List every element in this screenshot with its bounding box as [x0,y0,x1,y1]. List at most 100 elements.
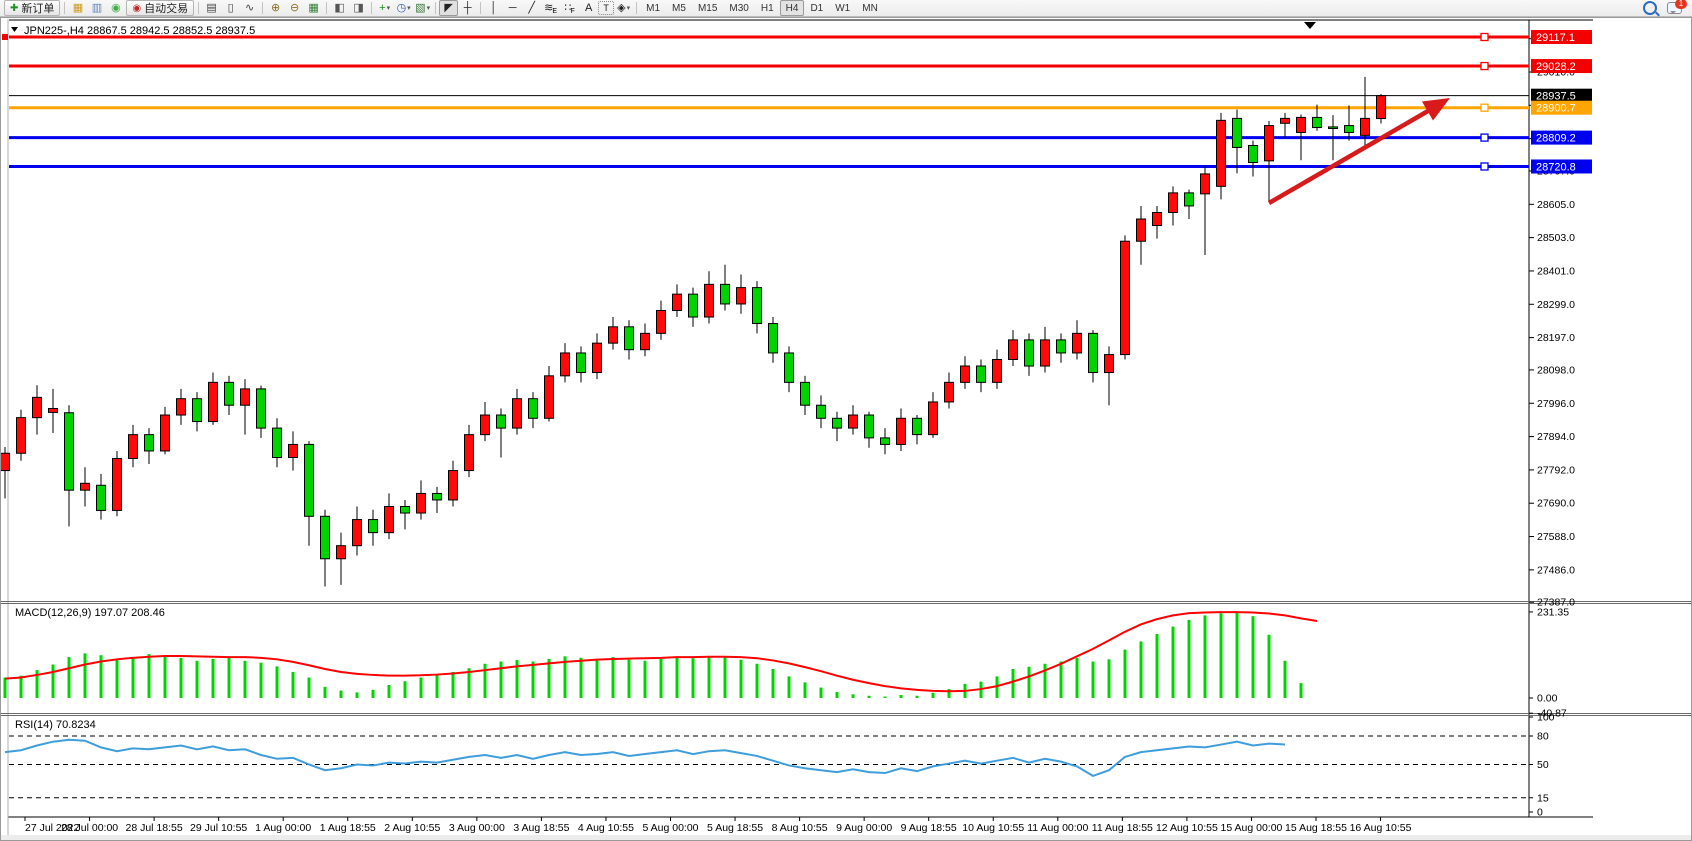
timeframe-h4-button[interactable]: H4 [779,0,805,16]
timeframe-w1-button[interactable]: W1 [835,2,851,14]
time-label: 28 Jul 00:00 [61,822,118,834]
search-icon[interactable] [1642,0,1666,16]
timeframe-m5-button[interactable]: M5 [672,2,686,14]
svg-text:27486.0: 27486.0 [1537,564,1575,576]
time-label: 1 Aug 00:00 [255,822,311,834]
crosshair-icon[interactable]: ┼ [463,1,472,14]
timeframe-d1-button[interactable]: D1 [810,2,824,14]
autotrading-button[interactable]: ◉ 自动交易 [126,0,195,16]
time-label: 15 Aug 00:00 [1220,822,1282,834]
timeframe-m30-button[interactable]: M30 [729,2,749,14]
chart-profiles-icon[interactable]: ▦ [72,1,84,14]
fibonacci-icon[interactable]: ≋ E [544,1,558,15]
svg-text:28720.8: 28720.8 [1536,161,1576,173]
hline-29117.1[interactable] [2,32,1529,42]
notifications-icon[interactable]: 1 [1666,0,1689,16]
new-order-button[interactable]: ✚ 新订单 [4,0,61,16]
text-label-icon[interactable]: T [598,1,615,15]
rsi-label: RSI(14) 70.8234 [15,719,96,731]
line-anchor-handle [1480,162,1489,171]
line-chart-icon[interactable]: ∿ [245,1,255,14]
notification-badge: 1 [1675,0,1687,9]
trendline-icon[interactable]: ╱ [528,1,535,14]
auto-arrange-icon[interactable]: ◧ [334,1,345,14]
arrows-icon[interactable]: ◈ ▾ [617,1,631,14]
time-label: 2 Aug 10:55 [384,822,440,834]
time-label: 5 Aug 18:55 [707,822,763,834]
new-order-button-label: 新订单 [21,3,55,15]
horizontal-levels[interactable] [2,32,1529,171]
zoom-out-icon[interactable]: ⊖ [290,1,300,14]
toolbar-separator [636,2,638,14]
hline-29028.2[interactable] [9,61,1529,71]
time-label: 3 Aug 00:00 [449,822,505,834]
time-label: 4 Aug 10:55 [578,822,634,834]
hline-28900.7[interactable] [9,103,1529,112]
toolbar-separator [64,2,66,14]
svg-text:28401.0: 28401.0 [1537,265,1575,277]
timeframe-mn-button[interactable]: MN [862,2,878,14]
line-anchor-handle [1480,61,1489,71]
svg-text:-40.87: -40.87 [1537,708,1567,720]
trend-arrow[interactable] [1267,98,1450,205]
time-label: 1 Aug 18:55 [320,822,376,834]
rsi-line [4,738,1286,777]
hline-28720.8[interactable] [9,162,1529,171]
svg-text:27792.0: 27792.0 [1537,464,1575,476]
hline-28809.2[interactable] [9,133,1529,142]
horizontal-line-icon[interactable]: ─ [508,1,517,14]
chart-canvas[interactable]: 29112.029010.028908.028806.028707.028605… [1,18,1691,840]
periods-icon[interactable]: ◷ ▾ [396,1,411,14]
svg-text:27996.0: 27996.0 [1537,398,1575,410]
chart-frame [1,19,1691,840]
time-label: 8 Aug 10:55 [772,822,828,834]
timeframe-m1-button[interactable]: M1 [646,2,661,14]
zoom-in-icon[interactable]: ⊕ [271,1,281,14]
time-label: 5 Aug 00:00 [642,822,698,834]
chart-window: 29112.029010.028908.028806.028707.028605… [0,17,1692,841]
time-label: 9 Aug 18:55 [901,822,957,834]
line-anchor-handle [1480,32,1489,42]
cursor-icon[interactable]: ◤ [439,0,459,16]
vertical-line-icon[interactable]: │ [490,1,498,14]
line-anchor-handle [1480,103,1489,112]
autotrading-button-label: 自动交易 [144,3,189,15]
line-anchor-handle [2,34,8,41]
svg-text:0.00: 0.00 [1537,693,1558,705]
data-window-icon[interactable]: ▥ [91,1,103,14]
arrange-windows-icon[interactable]: ◨ [353,1,364,14]
toolbar-separator [262,2,264,14]
toolbar-separator [198,2,200,14]
chevron-down-icon: ▾ [426,4,431,12]
svg-text:100: 100 [1537,712,1555,724]
bar-chart-icon[interactable]: ▤ [206,1,217,14]
macd-label: MACD(12,26,9) 197.07 208.46 [15,607,165,619]
time-label: 15 Aug 18:55 [1285,822,1347,834]
candlestick-chart-icon[interactable]: ▯ [227,1,234,14]
timeframe-m15-button[interactable]: M15 [697,2,718,14]
navigator-icon[interactable]: ◉ [111,1,121,14]
timeframe-h1-button[interactable]: H1 [760,2,774,14]
svg-text:28098.0: 28098.0 [1537,364,1575,376]
toolbar-separator [371,2,373,14]
main-toolbar: ✚ 新订单 ▦ ▥ ◉ ◉ 自动交易 ▤ ▯ ∿ ⊕ ⊖ ▦ ◧ ◨ + ▾ ◷ ▾ ▧ ▾ ◤ ┼ │ ─ ╱ ≋ E ∷ F A T ◈ ▾ M… [0,0,1692,17]
time-label: 29 Jul 10:55 [190,822,247,834]
text-icon[interactable]: A [584,1,593,14]
macd-pane: 231.35 0.00 -40.87 [3,606,1569,720]
svg-text:28197.0: 28197.0 [1537,332,1575,344]
symbol-dropdown-icon[interactable] [11,27,18,32]
toolbar-separator [435,2,437,14]
tile-windows-icon[interactable]: ▦ [308,1,319,14]
chevron-down-icon: ▾ [407,4,411,12]
svg-text:27894.0: 27894.0 [1537,431,1575,443]
time-label: 10 Aug 10:55 [962,822,1024,834]
templates-icon[interactable]: ▧ ▾ [415,1,431,14]
price-axis-ticks: 29112.029010.028908.028806.028707.028605… [1529,33,1575,609]
indicators-icon[interactable]: + ▾ [379,1,391,14]
fibonacci-fan-icon[interactable]: ∷ F [564,1,575,15]
line-anchor-handle [1480,133,1489,142]
candlesticks-layer [1,22,1386,587]
time-label: 9 Aug 00:00 [836,822,892,834]
